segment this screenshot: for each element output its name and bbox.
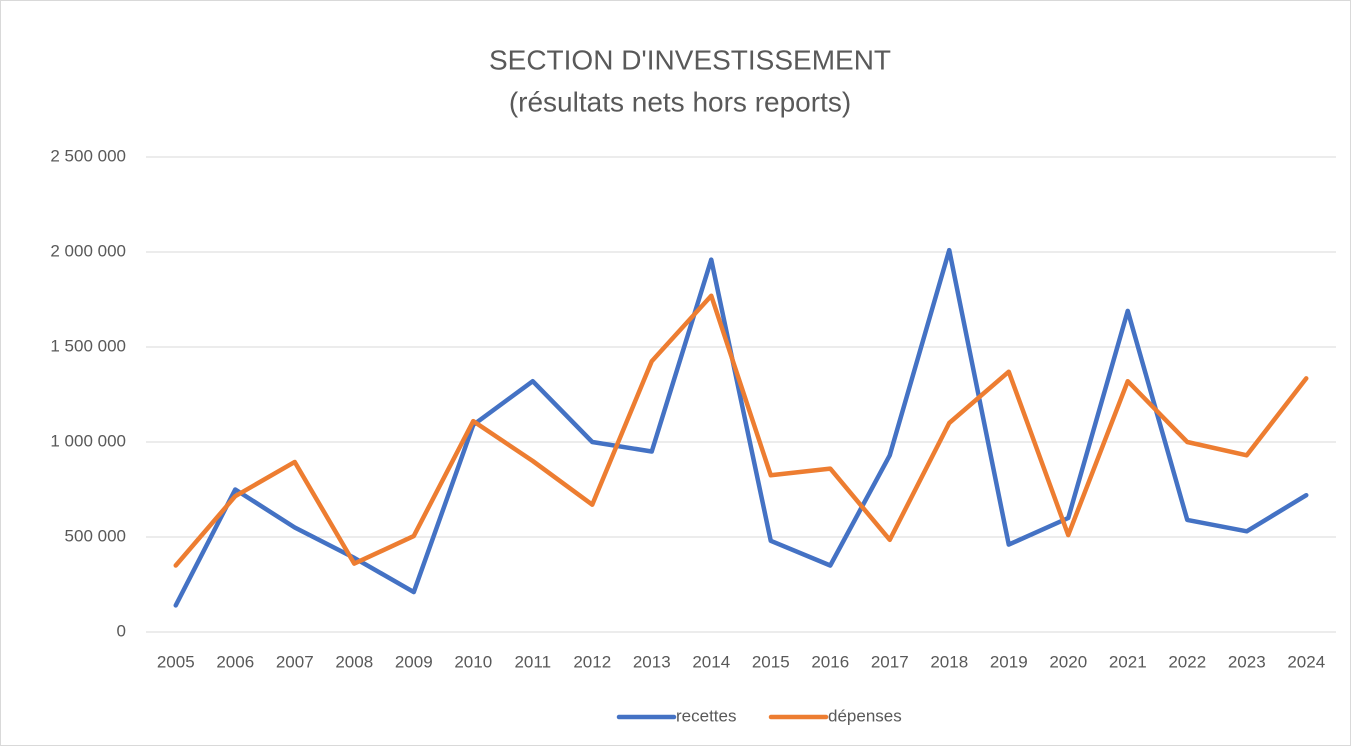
y-tick-label: 1 500 000: [50, 336, 126, 355]
x-tick-label: 2015: [752, 652, 790, 671]
x-tick-label: 2014: [692, 652, 730, 671]
x-tick-label: 2016: [811, 652, 849, 671]
y-tick-label: 0: [117, 621, 126, 640]
x-tick-label: 2007: [276, 652, 314, 671]
x-tick-label: 2023: [1228, 652, 1266, 671]
x-tick-label: 2011: [514, 652, 551, 671]
x-tick-label: 2021: [1109, 652, 1147, 671]
x-tick-label: 2005: [157, 652, 195, 671]
x-tick-label: 2009: [395, 652, 433, 671]
line-series: [173, 247, 1309, 608]
y-tick-label: 2 500 000: [50, 146, 126, 165]
x-tick-label: 2008: [335, 652, 373, 671]
x-tick-label: 2019: [990, 652, 1028, 671]
y-tick-label: 500 000: [65, 526, 126, 545]
y-tick-label: 2 000 000: [50, 241, 126, 260]
legend-label: recettes: [676, 706, 736, 725]
x-tick-label: 2010: [454, 652, 492, 671]
x-tick-label: 2013: [633, 652, 671, 671]
x-tick-label: 2012: [573, 652, 611, 671]
x-tick-label: 2017: [871, 652, 909, 671]
x-tick-label: 2018: [930, 652, 968, 671]
x-tick-label: 2006: [216, 652, 254, 671]
line-series: [173, 293, 1309, 568]
legend-label: dépenses: [828, 706, 902, 725]
y-tick-label: 1 000 000: [50, 431, 126, 450]
x-tick-label: 2024: [1287, 652, 1325, 671]
x-tick-label: 2022: [1168, 652, 1206, 671]
chart-subtitle: (résultats nets hors reports): [509, 86, 851, 117]
x-tick-label: 2020: [1049, 652, 1087, 671]
chart-title: SECTION D'INVESTISSEMENT: [489, 44, 891, 75]
